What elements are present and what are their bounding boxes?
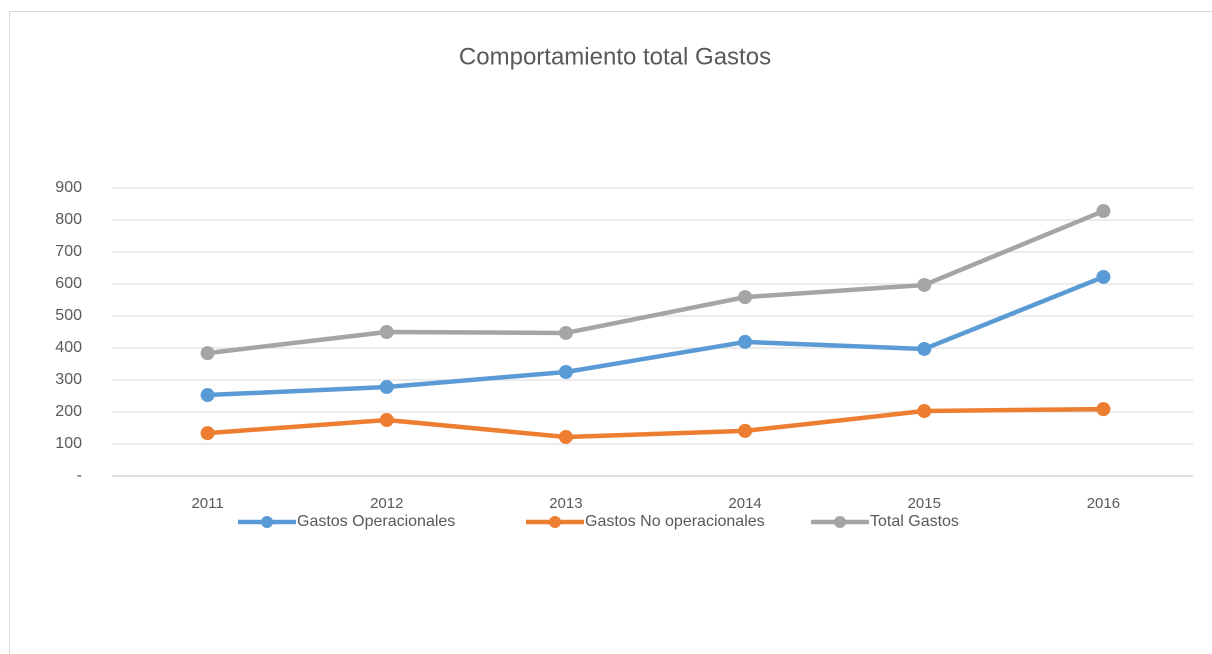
legend-label: Gastos No operacionales — [585, 513, 765, 530]
legend-marker — [549, 516, 561, 528]
data-point — [917, 277, 932, 292]
y-tick-label: 200 — [55, 403, 82, 420]
legend-marker — [261, 516, 273, 528]
y-tick-label: 500 — [55, 307, 82, 324]
data-point — [379, 325, 394, 339]
chart-title: Comportamiento total Gastos — [459, 43, 771, 70]
x-tick-label: 2012 — [370, 495, 403, 512]
y-tick-label: 700 — [55, 243, 82, 260]
data-point — [200, 346, 215, 361]
y-tick-label: 300 — [55, 371, 82, 388]
data-point — [917, 341, 932, 356]
data-point — [738, 423, 753, 438]
data-point — [1096, 204, 1111, 219]
legend-label: Total Gastos — [870, 513, 959, 530]
legend-label: Gastos Operacionales — [297, 513, 455, 530]
data-point — [558, 365, 573, 379]
x-tick-label: 2016 — [1087, 495, 1120, 512]
series-line — [205, 406, 1106, 440]
data-point — [558, 429, 573, 444]
data-point — [379, 380, 394, 395]
x-tick-label: 2011 — [191, 495, 223, 512]
series-line — [205, 274, 1106, 398]
y-tick-label: 400 — [55, 339, 82, 356]
data-point — [1096, 269, 1111, 284]
data-point — [558, 325, 573, 340]
data-point — [738, 290, 753, 305]
series-line — [205, 208, 1106, 356]
y-tick-label: 600 — [55, 275, 82, 292]
x-tick-label: 2013 — [549, 495, 582, 512]
y-tick-label: 100 — [55, 435, 82, 452]
legend-marker — [834, 516, 846, 528]
x-tick-label: 2015 — [908, 495, 941, 512]
chart-border — [9, 11, 1212, 654]
y-tick-label: - — [77, 467, 82, 484]
data-point — [738, 334, 753, 349]
y-tick-label: 900 — [55, 179, 82, 196]
data-point — [200, 426, 215, 441]
data-point — [1096, 402, 1111, 417]
data-point — [200, 388, 215, 403]
y-tick-label: 800 — [55, 211, 82, 228]
data-point — [379, 413, 394, 427]
data-point — [917, 404, 932, 419]
x-tick-label: 2014 — [728, 495, 761, 512]
